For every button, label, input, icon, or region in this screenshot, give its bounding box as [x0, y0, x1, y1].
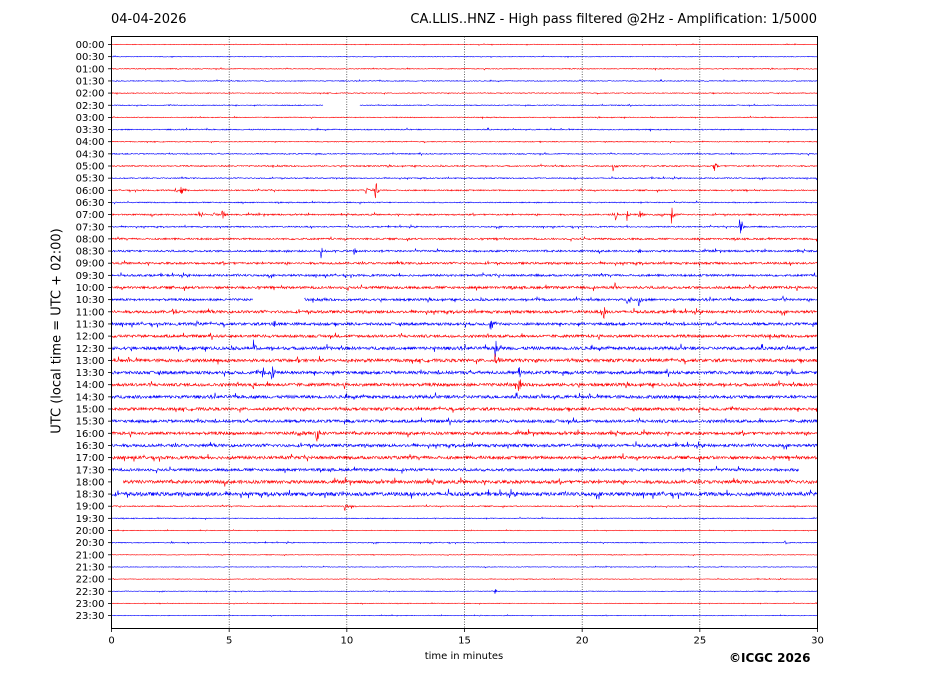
- y-tick-label: 09:30: [76, 271, 105, 282]
- trace-line-2000-0: [111, 528, 818, 532]
- y-tick-label: 11:00: [76, 307, 105, 318]
- y-tick-label: 14:00: [76, 380, 105, 391]
- y-tick-label: 14:30: [76, 392, 105, 403]
- y-tick-label: 23:30: [76, 611, 105, 622]
- trace-line-1700-0: [111, 453, 818, 463]
- y-tick-label: 03:30: [76, 125, 105, 136]
- trace-line-2230-0: [111, 589, 818, 594]
- trace-line-1800-0: [123, 477, 818, 487]
- y-tick-label: 07:00: [76, 210, 105, 221]
- y-tick-label: 08:30: [76, 247, 105, 258]
- trace-line-1730-0: [111, 465, 799, 474]
- y-tick-label: 02:30: [76, 101, 105, 112]
- y-tick-label: 22:30: [76, 587, 105, 598]
- trace-line-0930-0: [111, 271, 818, 279]
- x-tick-label: 25: [693, 636, 706, 647]
- trace-line-0200-0: [111, 91, 818, 96]
- y-tick-label: 03:00: [76, 113, 105, 124]
- y-tick-label: 20:00: [76, 526, 105, 537]
- y-tick-label: 21:30: [76, 562, 105, 573]
- trace-line-1830-0: [111, 488, 818, 500]
- y-tick-label: 00:00: [76, 40, 105, 51]
- y-tick-label: 16:00: [76, 429, 105, 440]
- x-tick-label: 20: [576, 636, 589, 647]
- trace-line-1200-0: [111, 332, 818, 340]
- y-tick-label: 04:30: [76, 149, 105, 160]
- trace-line-0230-1: [359, 103, 818, 108]
- trace-line-1030-0: [111, 297, 253, 302]
- y-tick-label: 18:00: [76, 477, 105, 488]
- date-label: 04-04-2026: [111, 12, 187, 27]
- y-tick-label: 12:30: [76, 344, 105, 355]
- y-tick-label: 13:00: [76, 356, 105, 367]
- y-tick-label: 01:00: [76, 64, 105, 75]
- y-tick-label: 00:30: [76, 52, 105, 63]
- plot-frame: [111, 36, 818, 629]
- y-tick-label: 13:30: [76, 368, 105, 379]
- y-tick-label: 16:30: [76, 441, 105, 452]
- y-tick-label: 21:00: [76, 550, 105, 561]
- y-tick-label: 10:00: [76, 283, 105, 294]
- trace-line-1930-0: [111, 516, 818, 521]
- x-tick-label: 0: [108, 636, 114, 647]
- trace-line-0530-0: [111, 175, 818, 181]
- y-tick-label: 18:30: [76, 490, 105, 501]
- trace-line-0500-0: [111, 163, 818, 172]
- y-tick-label: 01:30: [76, 76, 105, 87]
- y-tick-label: 19:30: [76, 514, 105, 525]
- trace-line-2330-0: [111, 613, 818, 617]
- copyright-label: ©ICGC 2026: [729, 651, 811, 665]
- y-tick-label: 23:00: [76, 599, 105, 610]
- y-tick-label: 15:00: [76, 405, 105, 416]
- x-tick-label: 10: [340, 636, 353, 647]
- x-tick-label: 30: [811, 636, 824, 647]
- y-tick-label: 17:00: [76, 453, 105, 464]
- x-tick-label: 15: [458, 636, 471, 647]
- x-tick-label: 5: [226, 636, 232, 647]
- trace-line-0600-0: [111, 183, 818, 199]
- y-tick-label: 09:00: [76, 259, 105, 270]
- y-tick-label: 08:00: [76, 234, 105, 245]
- y-tick-label: 19:00: [76, 502, 105, 513]
- y-tick-label: 20:30: [76, 538, 105, 549]
- x-axis-label: time in minutes: [424, 651, 504, 662]
- y-tick-label: 12:00: [76, 332, 105, 343]
- chart-title: CA.LLIS..HNZ - High pass filtered @2Hz -…: [410, 12, 817, 27]
- trace-line-1900-0: [111, 503, 818, 512]
- y-tick-label: 10:30: [76, 295, 105, 306]
- trace-line-0100-0: [111, 67, 818, 71]
- y-tick-label: 05:00: [76, 162, 105, 173]
- y-tick-label: 04:00: [76, 137, 105, 148]
- trace-line-0830-0: [111, 247, 818, 259]
- trace-line-1630-0: [111, 441, 818, 450]
- trace-line-1400-0: [111, 379, 818, 392]
- trace-line-1030-1: [304, 295, 818, 307]
- y-tick-label: 15:30: [76, 417, 105, 428]
- trace-line-0230-0: [111, 103, 324, 108]
- trace-line-2300-0: [111, 601, 818, 605]
- y-tick-label: 06:00: [76, 186, 105, 197]
- trace-line-0130-0: [111, 79, 818, 83]
- y-tick-label: 22:00: [76, 575, 105, 586]
- y-tick-label: 17:30: [76, 465, 105, 476]
- trace-line-0700-0: [111, 207, 818, 224]
- y-tick-label: 06:30: [76, 198, 105, 209]
- x-tick-group: 0 5 10 15 20 25 30: [108, 628, 824, 647]
- trace-line-1330-0: [111, 366, 818, 380]
- y-tick-label: 02:00: [76, 89, 105, 100]
- grid-group: [228, 36, 701, 629]
- y-tick-label: 05:30: [76, 174, 105, 185]
- y-tick-label: 11:30: [76, 319, 105, 330]
- y-tick-label: 07:30: [76, 222, 105, 233]
